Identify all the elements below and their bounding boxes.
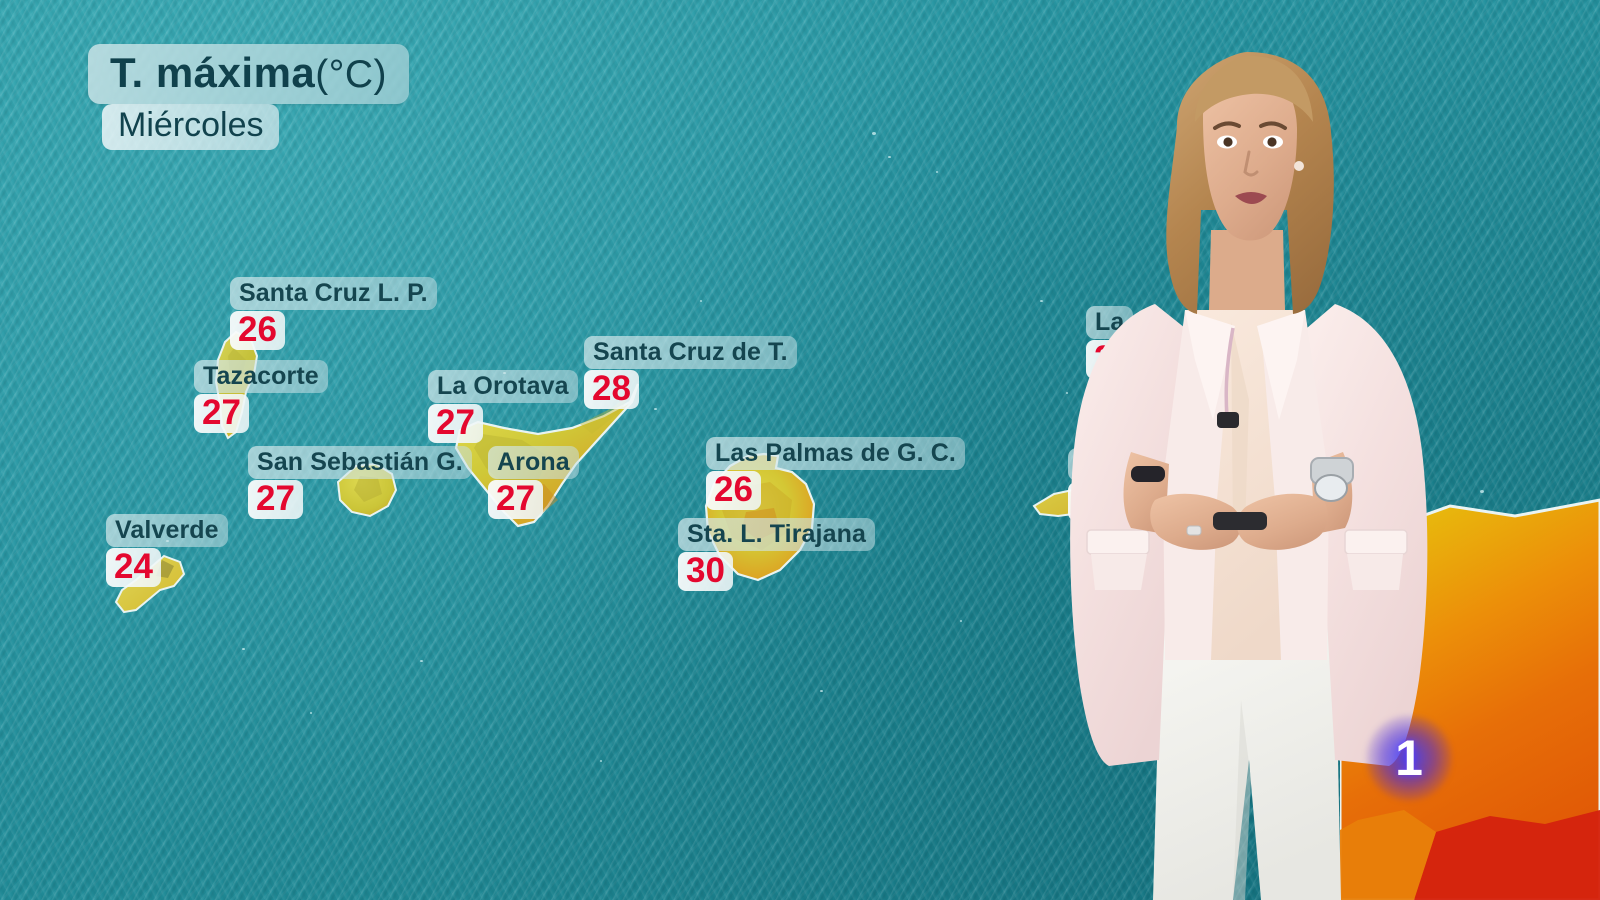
station-temperature: 27 [248,480,303,520]
presenter-jacket [1070,304,1428,766]
logo-glow [1366,715,1452,801]
station-arona: Arona 27 [488,446,579,520]
station-la-orotava: La Orotava 27 [428,370,578,444]
title-unit-text: (°C) [315,53,388,96]
station-temperature: 26 [706,471,761,511]
station-name: Las Palmas de G. C. [706,437,965,470]
station-temperature: 27 [488,480,543,520]
day-subtitle: Miércoles [102,104,280,150]
station-santa-cruz-tenerife: Santa Cruz de T. 28 [584,336,797,410]
station-las-palmas-gc: Las Palmas de G. C. 26 [706,437,965,511]
station-san-sebastian-gomera: San Sebastián G. 27 [248,446,472,520]
station-name: Santa Cruz L. P. [230,277,437,310]
station-temperature: 30 [678,552,733,592]
station-santa-cruz-lp: Santa Cruz L. P. 26 [230,277,437,351]
station-name: Santa Cruz de T. [584,336,797,369]
presenter-lapel-mic [1217,327,1239,428]
presenter-hands [1123,452,1354,550]
la-1-channel-logo: 1 [1366,715,1452,801]
presenter-mouth [1235,192,1267,204]
presenter-hair-front [1195,56,1313,122]
presenter-earring [1294,161,1304,171]
logo-number: 1 [1395,730,1423,786]
station-temperature: 28 [584,370,639,410]
presenter-trousers [1153,620,1341,900]
station-santa-lucia-tirajana: Sta. L. Tirajana 30 [678,518,875,592]
presenter-face [1203,72,1297,241]
station-name: La Orotava [428,370,578,403]
presenter-clicker [1213,512,1267,530]
presenter-wristband [1131,466,1165,482]
station-temperature: 27 [428,404,483,444]
station-name: Valverde [106,514,228,547]
station-valverde: Valverde 24 [106,514,228,588]
station-tazacorte: Tazacorte 27 [194,360,328,434]
weather-presenter [1035,52,1535,900]
subtitle-text: Miércoles [118,106,264,144]
station-temperature: 26 [230,311,285,351]
station-temperature: 27 [194,394,249,434]
station-temperature: 24 [106,548,161,588]
page-title: T. máxima(°C) [88,44,410,104]
station-name: Tazacorte [194,360,328,393]
title-main-text: T. máxima [110,49,316,96]
station-name: Arona [488,446,579,479]
presenter-neck [1209,230,1285,310]
presenter-nose [1243,150,1259,177]
presenter-eyes [1213,121,1287,149]
station-name: San Sebastián G. [248,446,472,479]
station-name: Sta. L. Tirajana [678,518,875,551]
